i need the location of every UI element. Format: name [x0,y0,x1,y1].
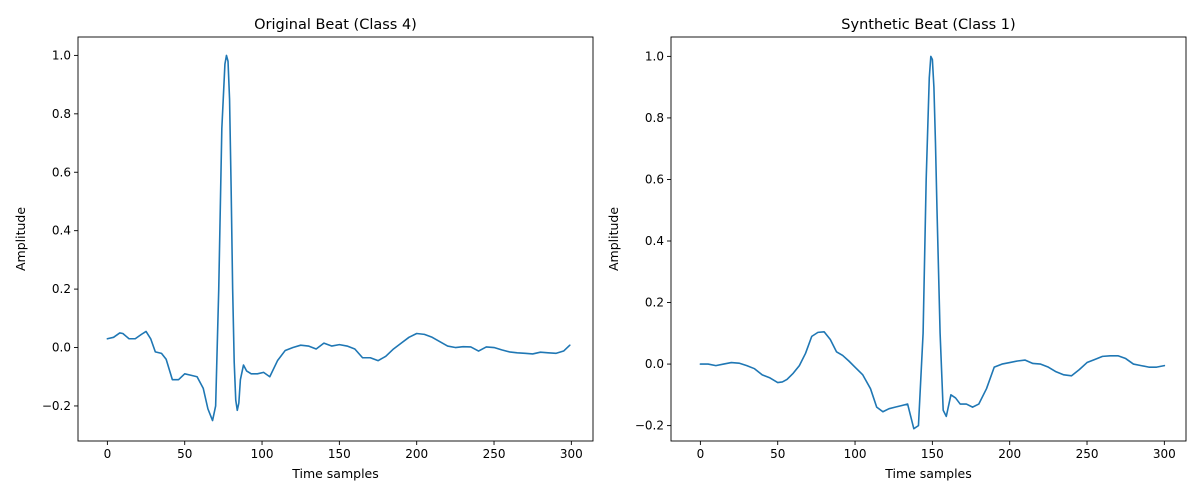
chart-panel-1: 0 50 100 150 200 250 300 −0.2 0.0 0.2 0.4 0.6 0.8 1.0… [13,17,594,481]
x-tick-label: 100 [844,447,867,461]
y-tick-label: 0.6 [52,165,71,179]
x-tick-label: 100 [251,447,274,461]
chart-title: Original Beat (Class 4) [254,17,417,33]
y-tick-label: 0.4 [645,234,664,248]
x-tick-label: 150 [328,447,351,461]
y-tick-label: 0.8 [645,111,664,125]
axes-frame [670,36,1187,442]
y-tick-label: −0.2 [42,399,71,413]
x-tick-label: 150 [921,447,944,461]
x-tick-label: 200 [998,447,1021,461]
x-tick-label: 250 [483,447,506,461]
y-tick-label: 0.0 [645,357,664,371]
chart-title: Synthetic Beat (Class 1) [841,17,1015,33]
x-tick-label: 0 [697,447,705,461]
y-tick-label: −0.2 [635,419,664,433]
series-line-1 [699,55,1166,430]
x-tick-label: 200 [405,447,428,461]
y-tick-label: 0.6 [645,172,664,186]
x-tick-label: 50 [177,447,192,461]
y-tick-label: 0.4 [52,224,71,238]
x-tick-label: 0 [104,447,112,461]
x-tick-label: 50 [770,447,785,461]
y-tick-label: 0.2 [52,282,71,296]
y-axis-label: Amplitude [606,207,621,271]
chart-panel-2: 0 50 100 150 200 250 300 −0.2 0.0 0.2 0.4 0.6 0.8 1.0… [606,17,1187,481]
x-tick-label: 300 [1153,447,1176,461]
y-tick-label: 0.8 [52,107,71,121]
x-axis-label: Time samples [884,466,972,481]
y-axis-label: Amplitude [13,207,28,271]
x-tick-label: 250 [1076,447,1099,461]
y-tick-label: 0.2 [645,296,664,310]
series-line-1 [106,54,571,422]
y-tick-label: 1.0 [645,49,664,63]
x-axis-label: Time samples [291,466,379,481]
x-tick-label: 300 [560,447,583,461]
y-tick-label: 1.0 [52,48,71,62]
y-tick-label: 0.0 [52,341,71,355]
axes-frame [77,36,594,442]
